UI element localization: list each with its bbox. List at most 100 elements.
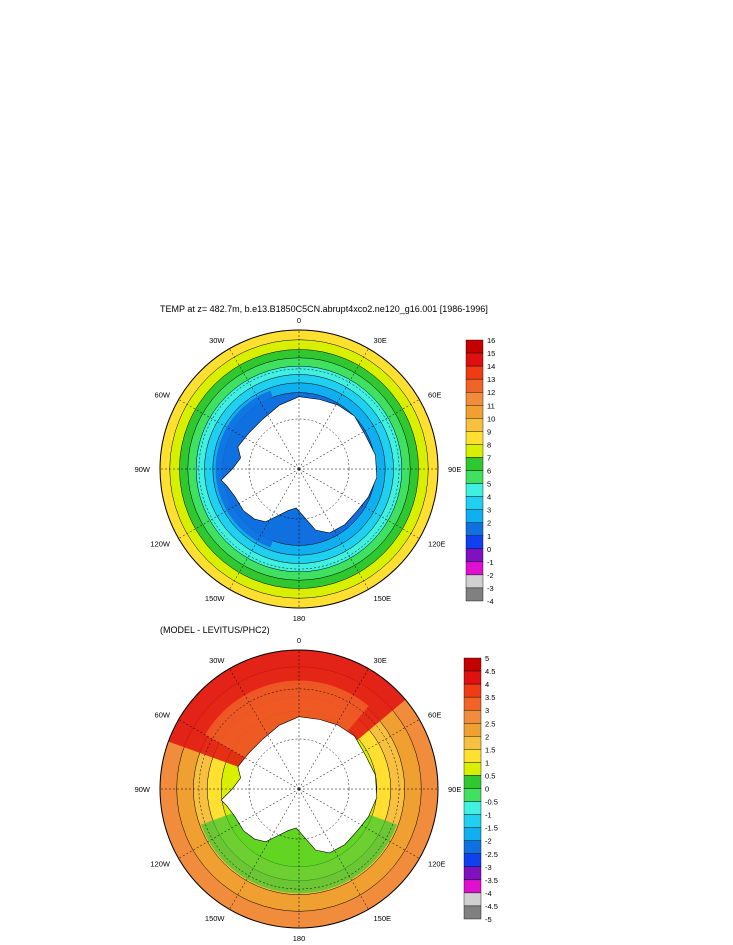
longitude-label: 120W	[150, 860, 171, 869]
colorbar-label: 2	[485, 732, 489, 741]
colorbar-swatch	[465, 561, 484, 576]
longitude-label: 0	[297, 316, 301, 325]
colorbar-swatch	[465, 444, 484, 458]
colorbar-swatch	[465, 509, 484, 523]
longitude-label: 120W	[150, 540, 171, 549]
colorbar-swatch	[463, 775, 482, 789]
colorbar-label: -1.5	[485, 824, 498, 833]
map-border	[159, 329, 439, 609]
graticule	[160, 650, 438, 928]
colorbar-swatch	[463, 853, 482, 868]
colorbar-label: 1	[485, 758, 489, 767]
colorbar-swatch	[465, 535, 484, 550]
meridian-line	[298, 399, 420, 470]
meridian-line	[178, 468, 300, 539]
colorbar-swatch	[463, 736, 482, 750]
colorbar-label: 2	[487, 519, 491, 528]
colorbar-swatch	[463, 710, 482, 724]
longitude-label: 90E	[448, 785, 461, 794]
colorbar-swatch	[465, 339, 484, 354]
colorbar-label: -1	[485, 811, 492, 820]
colorbar-label: -2.5	[485, 850, 498, 859]
meridian-line	[178, 719, 300, 790]
colorbar-swatch	[465, 418, 484, 432]
map-border	[159, 649, 439, 929]
longitude-label: 0	[297, 636, 301, 645]
colorbar-swatch	[463, 892, 482, 907]
colorbar-label: -4	[485, 889, 492, 898]
colorbar-swatch	[465, 522, 484, 536]
longitude-label: 60W	[155, 711, 171, 720]
colorbar-label: 0	[485, 785, 489, 794]
longitude-label: 90W	[135, 465, 151, 474]
colorbar-label: 12	[487, 388, 495, 397]
colorbar-swatch	[463, 827, 482, 841]
colorbar-swatch	[465, 457, 484, 471]
colorbar-label: 15	[487, 349, 495, 358]
meridian-line	[178, 399, 300, 470]
colorbar-label: 0.5	[485, 771, 495, 780]
colorbar-label: -2	[485, 837, 492, 846]
bottom-panel-title: (MODEL - LEVITUS/PHC2)	[160, 625, 270, 635]
meridian-line	[298, 348, 369, 470]
colorbar-swatch	[463, 723, 482, 737]
meridian-line	[229, 788, 300, 910]
meridian-line	[229, 348, 300, 470]
latitude-circle	[248, 738, 350, 840]
colorbar-label: 7	[487, 453, 491, 462]
longitude-label: 150E	[374, 914, 392, 923]
latitude-circle	[248, 418, 350, 520]
colorbar-swatch	[465, 574, 484, 589]
colorbar-swatch	[463, 683, 482, 698]
colorbar-label: 16	[487, 336, 495, 345]
colorbar-swatch	[465, 431, 484, 445]
colorbar-swatch	[463, 657, 482, 672]
colorbar-label: 9	[487, 427, 491, 436]
colorbar-swatch	[463, 749, 482, 763]
colorbar-swatch	[465, 548, 484, 563]
colorbar-swatch	[463, 866, 482, 881]
colorbar-label: 1	[487, 532, 491, 541]
longitude-label: 180	[293, 614, 306, 623]
longitude-label: 90E	[448, 465, 461, 474]
colorbar-swatch	[463, 788, 482, 802]
colorbar-label: 2.5	[485, 719, 495, 728]
meridian-line	[298, 468, 369, 590]
colorbar-label: -5	[485, 915, 492, 924]
longitude-label: 120E	[428, 540, 446, 549]
longitude-label: 60E	[428, 391, 441, 400]
colorbar-label: 3.5	[485, 693, 495, 702]
colorbar-label: -1	[487, 558, 494, 567]
colorbar-label: 4	[487, 493, 491, 502]
meridian-line	[298, 468, 420, 539]
longitude-label: 30E	[374, 336, 387, 345]
colorbar-swatch	[463, 696, 482, 711]
colorbar-swatch	[465, 496, 484, 510]
meridian-line	[298, 719, 420, 790]
longitude-label: 60W	[155, 391, 171, 400]
colorbar-label: -3	[487, 584, 494, 593]
longitude-label: 150E	[374, 594, 392, 603]
longitude-label: 150W	[205, 914, 226, 923]
colorbar-label: 4	[485, 680, 489, 689]
colorbar-swatch	[465, 392, 484, 406]
colorbar-label: 0	[487, 545, 491, 554]
colorbar-label: 13	[487, 375, 495, 384]
longitude-label: 180	[293, 934, 306, 943]
colorbar-swatch	[463, 905, 482, 920]
colorbar-swatch	[465, 405, 484, 419]
longitude-label: 30W	[209, 336, 225, 345]
colorbar-label: -3	[485, 863, 492, 872]
colorbar-label: 5	[485, 654, 489, 663]
colorbar-label: 8	[487, 440, 491, 449]
top-panel-title: TEMP at z= 482.7m, b.e13.B1850C5CN.abrup…	[160, 304, 488, 314]
colorbar-label: -4.5	[485, 902, 498, 911]
colorbar-swatch	[465, 470, 484, 484]
longitude-label: 150W	[205, 594, 226, 603]
colorbar-label: -4	[487, 597, 494, 606]
meridian-line	[178, 788, 300, 859]
colorbar-label: 4.5	[485, 667, 495, 676]
colorbar-label: 5	[487, 480, 491, 489]
